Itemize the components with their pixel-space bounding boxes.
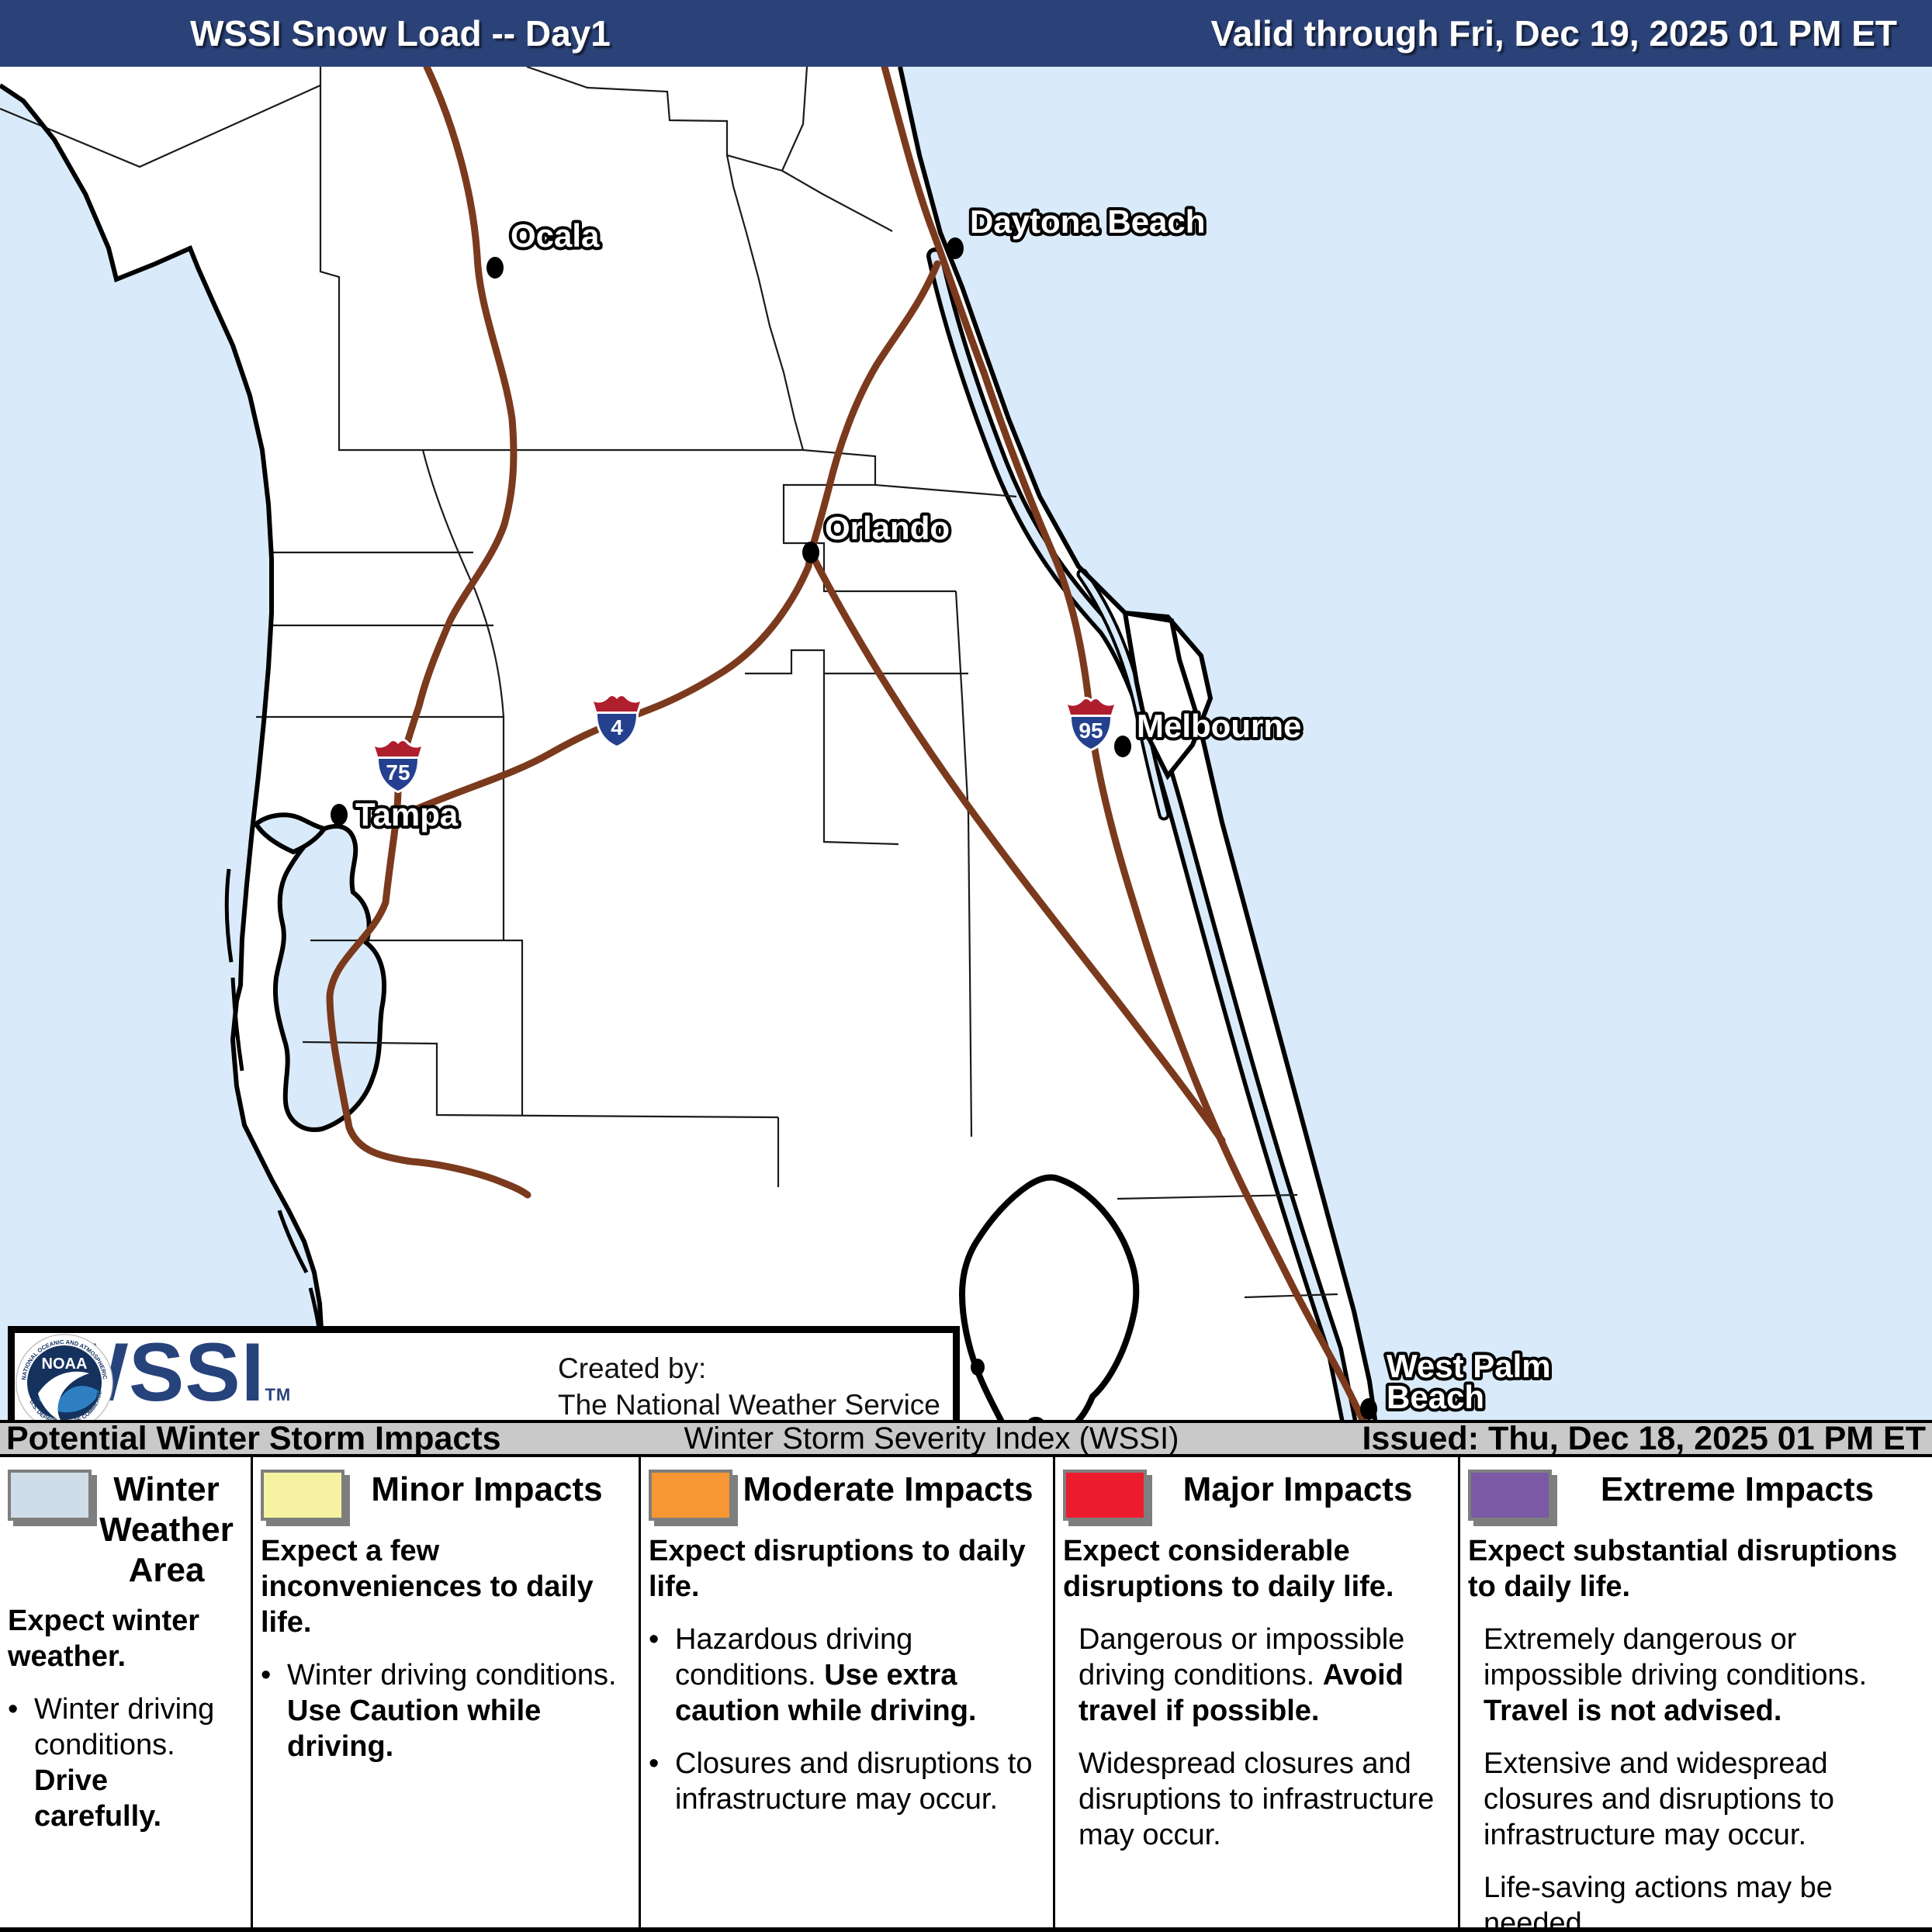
atlantic-coastline [898, 67, 1378, 1420]
city-label-melbourne: Melbourne [1137, 708, 1301, 744]
legend-title-moderate-impacts: Moderate Impacts [743, 1470, 1034, 1508]
legend-title-minor-impacts: Minor Impacts [371, 1470, 603, 1508]
svg-text:95: 95 [1079, 718, 1103, 743]
legend-swatch-minor-impacts [261, 1470, 345, 1521]
svg-text:NOAA: NOAA [42, 1356, 88, 1373]
issued-timestamp: Issued: Thu, Dec 18, 2025 01 PM ET [1362, 1419, 1926, 1457]
gulf-of-mexico [0, 85, 326, 1420]
city-label-orlando: Orlando [825, 510, 950, 546]
turnpike-road [807, 549, 1226, 1144]
interstate-4-shield: 4 [591, 694, 642, 748]
city-dot-melbourne [1114, 736, 1131, 757]
legend-item: Widespread closures and disruptions to i… [1079, 1747, 1435, 1851]
legend-swatch-winter-weather-area [8, 1470, 92, 1521]
legend-column-minor-impacts: Minor Impacts Expect a few inconveniences… [253, 1457, 641, 1927]
svg-text:75: 75 [386, 760, 410, 784]
legend-intro-extreme-impacts: Expect substantial disruptions to daily … [1468, 1535, 1898, 1603]
city-label-daytona-beach: Daytona Beach [970, 203, 1205, 240]
lake-kissimmee [958, 1174, 1140, 1420]
legend-intro-major-impacts: Expect considerable disruptions to daily… [1063, 1535, 1394, 1603]
impacts-legend: Winter Weather Area Expect winter weather. •… [0, 1457, 1932, 1932]
legend-intro-winter-weather-area: Expect winter weather. [8, 1605, 200, 1673]
legend-swatch-moderate-impacts [649, 1470, 732, 1521]
created-by-line: Created by: [558, 1352, 707, 1384]
legend-intro-minor-impacts: Expect a few inconveniences to daily lif… [261, 1535, 594, 1639]
city-markers: Ocala Daytona Beach Orlando Tampa Melbourne W… [331, 200, 1554, 1420]
city-label-west-palm-beach: West Palm Beach [1387, 1348, 1551, 1415]
legend-item: Extensive and widespread closures and di… [1484, 1747, 1835, 1851]
legend-intro-moderate-impacts: Expect disruptions to daily life. [649, 1535, 1026, 1603]
i4-road [403, 260, 941, 817]
legend-swatch-extreme-impacts [1468, 1470, 1552, 1521]
impacts-title-bar: Potential Winter Storm Impacts Winter St… [0, 1420, 1932, 1457]
noaa-logo-icon: NOAA NATIONAL OCEANIC AND ATMOSPHERIC AD… [15, 1333, 113, 1432]
legend-column-winter-weather-area: Winter Weather Area Expect winter weather. •… [0, 1457, 253, 1927]
city-dot-orlando [802, 542, 819, 563]
legend-item: Extremely dangerous or impossible drivin… [1484, 1623, 1868, 1727]
city-dot-tampa [331, 804, 348, 826]
legend-item: • Winter driving conditions. Use Caution … [261, 1659, 617, 1763]
legend-title-extreme-impacts: Extreme Impacts [1600, 1470, 1875, 1508]
legend-column-moderate-impacts: Moderate Impacts Expect disruptions to da… [641, 1457, 1055, 1927]
legend-title-winter-weather-area: Winter Weather Area [99, 1470, 234, 1589]
impacts-bar-subtitle: Winter Storm Severity Index (WSSI) [684, 1421, 1179, 1456]
interstate-75-shield: 75 [372, 739, 424, 793]
created-by-line: The National Weather Service [558, 1389, 940, 1421]
gulf-coastline [0, 83, 328, 1420]
legend-swatch-major-impacts [1063, 1470, 1147, 1521]
legend-item: Dangerous or impossible driving conditio… [1079, 1623, 1405, 1727]
legend-item: • Closures and disruptions to infrastruct… [649, 1747, 1033, 1816]
trademark: TM [265, 1385, 292, 1404]
page-title: WSSI Snow Load -- Day1 [190, 13, 611, 54]
florida-map: 75 4 95 Ocala Daytona Beach Orlando Tampa Melb… [0, 67, 1932, 1483]
interstate-shields: 75 4 95 [372, 694, 1117, 793]
legend-title-major-impacts: Major Impacts [1182, 1470, 1413, 1508]
city-dot-ocala [486, 257, 504, 279]
svg-text:4: 4 [611, 715, 623, 739]
header-bar: WSSI Snow Load -- Day1 Valid through Fri… [0, 0, 1932, 67]
legend-item: • Hazardous driving conditions. Use extra… [649, 1623, 977, 1727]
map-canvas: 75 4 95 Ocala Daytona Beach Orlando Tampa Melb… [0, 67, 1932, 1420]
atlantic-ocean [900, 67, 1932, 1420]
city-label-tampa: Tampa [355, 796, 459, 833]
city-dot-west-palm-beach [1360, 1398, 1377, 1420]
tampa-bay [253, 812, 386, 1132]
impacts-bar-title: Potential Winter Storm Impacts [6, 1419, 501, 1457]
legend-column-major-impacts: Major Impacts Expect considerable disrupt… [1055, 1457, 1460, 1927]
city-label-ocala: Ocala [511, 217, 600, 254]
interstate-95-shield: 95 [1065, 697, 1117, 751]
legend-column-extreme-impacts: Extreme Impacts Expect substantial disrup… [1460, 1457, 1932, 1927]
valid-through-text: Valid through Fri, Dec 19, 2025 01 PM ET [1210, 13, 1897, 54]
legend-item: • Winter driving conditions. Drive carefu… [8, 1693, 215, 1833]
legend-item: Life-saving actions may be needed. [1484, 1871, 1833, 1927]
cape-canaveral [1122, 610, 1214, 781]
city-dot-daytona-beach [947, 237, 964, 259]
